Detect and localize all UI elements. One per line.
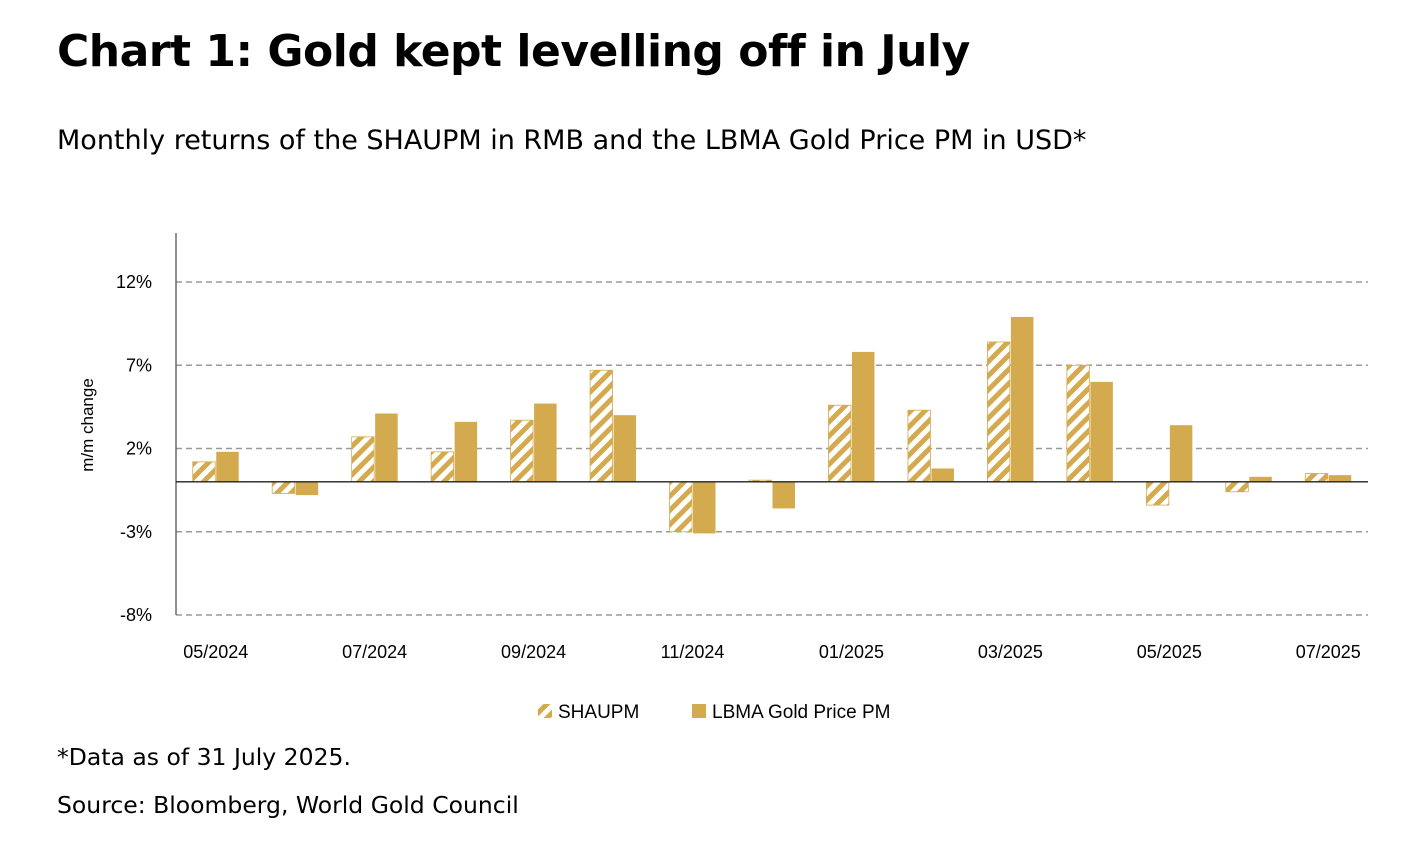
footnote: *Data as of 31 July 2025.	[57, 743, 351, 771]
bar-shaupm-05-2025	[1145, 481, 1170, 506]
bar-lbma-01-2025	[851, 351, 875, 482]
bar-lbma-05-2024	[216, 451, 239, 482]
bar-shaupm-08-2024	[430, 451, 455, 483]
bar-shaupm-02-2025	[907, 409, 931, 483]
bar-shaupm-07-2024	[351, 436, 375, 483]
bar-lbma-06-2024	[295, 481, 319, 496]
bar-lbma-10-2024	[613, 415, 637, 482]
y-tick-labels: 12% 7% 2% -3% -8%	[116, 272, 152, 625]
bar-shaupm-06-2025	[1225, 481, 1249, 493]
x-tick-label: 05/2025	[1137, 642, 1202, 662]
bar-lbma-07-2025	[1328, 475, 1352, 482]
legend-swatch-lbma	[692, 704, 706, 718]
x-tick-label: 07/2025	[1296, 642, 1361, 662]
bar-lbma-07-2024	[375, 413, 398, 482]
bar-lbma-12-2024	[772, 481, 795, 509]
bar-lbma-09-2024	[534, 403, 557, 482]
x-tick-label: 09/2024	[501, 642, 566, 662]
chart-subtitle: Monthly returns of the SHAUPM in RMB and…	[57, 125, 1087, 156]
x-tick-label: 01/2025	[819, 642, 884, 662]
bar-lbma-04-2025	[1090, 381, 1113, 482]
x-tick-label: 11/2024	[661, 642, 725, 662]
bar-shaupm-05-2024	[192, 461, 216, 483]
legend-label-lbma: LBMA Gold Price PM	[712, 702, 890, 723]
x-tick-label: 03/2025	[978, 642, 1043, 662]
bar-shaupm-03-2025	[987, 341, 1011, 483]
x-tick-labels: 05/2024 07/2024 09/2024 11/2024 01/2025 03/20…	[183, 642, 1361, 662]
bar-shaupm-10-2024	[589, 369, 613, 483]
bar-lbma-05-2025	[1169, 425, 1193, 482]
gridlines	[176, 281, 1368, 616]
bar-shaupm-01-2025	[828, 404, 852, 483]
bar-lbma-06-2025	[1249, 476, 1272, 482]
y-tick-label: 2%	[126, 439, 152, 459]
y-tick-label: -3%	[120, 522, 152, 542]
axes	[175, 233, 1368, 615]
legend-label-shaupm: SHAUPM	[558, 702, 639, 723]
bar-lbma-11-2024	[693, 481, 716, 534]
y-tick-label: 7%	[126, 355, 152, 375]
source-note: Source: Bloomberg, World Gold Council	[57, 791, 519, 819]
y-tick-label: -8%	[120, 605, 152, 625]
chart-title: Chart 1: Gold kept levelling off in July	[57, 26, 970, 77]
bar-lbma-02-2025	[931, 468, 954, 482]
bar-shaupm-07-2025	[1304, 473, 1329, 483]
legend: SHAUPM LBMA Gold Price PM	[538, 702, 890, 723]
bar-lbma-08-2024	[454, 421, 478, 482]
y-tick-label: 12%	[116, 272, 152, 292]
bar-chart: 12% 7% 2% -3% -8% 05/2024 07/2024 09/2024 11/20…	[78, 233, 1368, 723]
bar-shaupm-11-2024	[669, 481, 693, 533]
bar-shaupm-09-2024	[510, 419, 534, 483]
bar-shaupm-04-2025	[1066, 364, 1090, 483]
bars	[192, 316, 1352, 534]
y-axis-label: m/m change	[78, 378, 97, 472]
x-tick-label: 05/2024	[183, 642, 248, 662]
bar-shaupm-06-2024	[271, 481, 296, 494]
x-tick-label: 07/2024	[342, 642, 407, 662]
legend-swatch-shaupm	[538, 704, 552, 718]
bar-lbma-03-2025	[1010, 316, 1034, 482]
